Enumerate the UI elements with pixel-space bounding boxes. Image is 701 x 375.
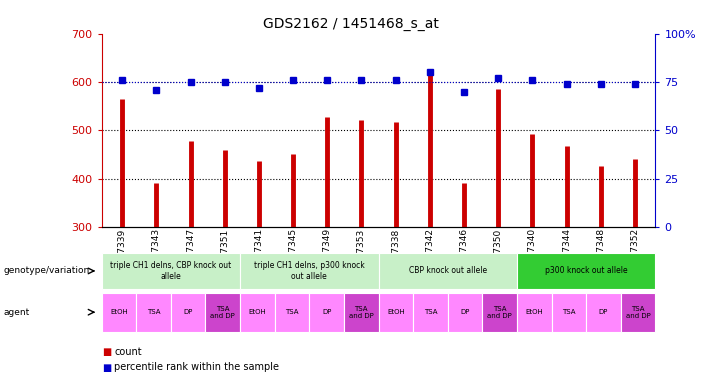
Text: ■: ■ bbox=[102, 347, 111, 357]
Text: EtOH: EtOH bbox=[387, 309, 404, 315]
Text: ■: ■ bbox=[102, 363, 111, 372]
Text: EtOH: EtOH bbox=[249, 309, 266, 315]
Text: genotype/variation: genotype/variation bbox=[4, 266, 90, 275]
Text: p300 knock out allele: p300 knock out allele bbox=[545, 266, 627, 275]
Text: percentile rank within the sample: percentile rank within the sample bbox=[114, 363, 279, 372]
Text: triple CH1 delns, p300 knock
out allele: triple CH1 delns, p300 knock out allele bbox=[254, 261, 365, 280]
Text: CBP knock out allele: CBP knock out allele bbox=[409, 266, 486, 275]
Text: triple CH1 delns, CBP knock out
allele: triple CH1 delns, CBP knock out allele bbox=[110, 261, 231, 280]
Text: TSA: TSA bbox=[147, 309, 161, 315]
Text: DP: DP bbox=[322, 309, 332, 315]
Text: TSA: TSA bbox=[285, 309, 299, 315]
Text: EtOH: EtOH bbox=[110, 309, 128, 315]
Text: GDS2162 / 1451468_s_at: GDS2162 / 1451468_s_at bbox=[263, 17, 438, 31]
Text: EtOH: EtOH bbox=[526, 309, 543, 315]
Text: agent: agent bbox=[4, 308, 29, 316]
Text: TSA
and DP: TSA and DP bbox=[487, 306, 512, 319]
Text: DP: DP bbox=[184, 309, 193, 315]
Text: DP: DP bbox=[599, 309, 608, 315]
Text: TSA
and DP: TSA and DP bbox=[349, 306, 374, 319]
Text: TSA
and DP: TSA and DP bbox=[626, 306, 651, 319]
Text: DP: DP bbox=[461, 309, 470, 315]
Text: TSA: TSA bbox=[562, 309, 576, 315]
Text: TSA
and DP: TSA and DP bbox=[210, 306, 235, 319]
Text: count: count bbox=[114, 347, 142, 357]
Text: TSA: TSA bbox=[423, 309, 437, 315]
